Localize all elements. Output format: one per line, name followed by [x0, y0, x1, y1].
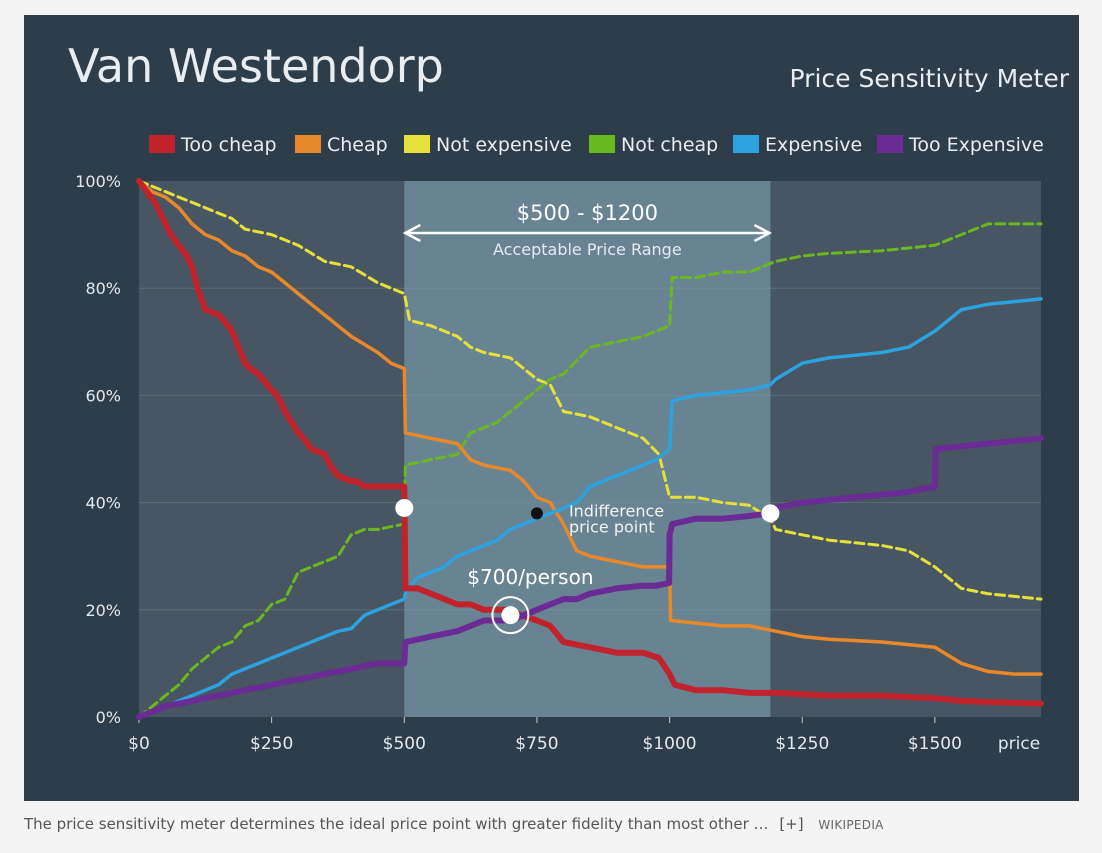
y-tick-label: 60% [85, 386, 121, 405]
range-arrow-right-head [753, 223, 773, 243]
marginal-cheapness-marker [395, 498, 414, 517]
chart-title: Van Westendorp [68, 39, 444, 93]
x-tick-label: $1250 [775, 734, 829, 754]
chart-subtitle: Price Sensitivity Meter [790, 64, 1070, 93]
series-line-expensive [137, 297, 1043, 719]
chart-figure: Van Westendorp Price Sensitivity Meter T… [24, 15, 1079, 801]
caption-source: WIKIPEDIA [818, 818, 884, 832]
marginal-expensiveness-marker [761, 504, 780, 523]
caption-row: The price sensitivity meter determines t… [24, 815, 1084, 833]
chart-svg: Van Westendorp Price Sensitivity Meter T… [68, 39, 1070, 754]
y-tick-label: 40% [85, 494, 121, 513]
series-line-cheap [137, 179, 1043, 676]
legend-swatch [589, 135, 615, 153]
y-tick-label: 0% [96, 708, 121, 727]
legend-swatch [733, 135, 759, 153]
series-line-not-expensive [137, 179, 1043, 601]
legend-swatch [149, 135, 175, 153]
x-tick-label: $0 [128, 734, 150, 754]
x-tick-label: $1500 [908, 734, 962, 754]
legend-label: Not expensive [436, 134, 572, 156]
chart-legend: Too cheap Cheap Not expensive Not cheap Expe… [149, 134, 1044, 156]
range-arrow-left-head [402, 223, 421, 243]
legend-label: Not cheap [621, 134, 718, 156]
y-tick-label: 20% [85, 601, 121, 620]
legend-label: Too Expensive [908, 134, 1044, 156]
x-tick-label: $250 [250, 734, 293, 754]
caption-expand-link[interactable]: [+] [779, 815, 804, 833]
legend-swatch [404, 135, 430, 153]
legend-label: Too cheap [180, 134, 277, 156]
series-line-not-cheap [137, 222, 1043, 719]
acceptable-range-band [404, 181, 771, 717]
y-tick-label: 80% [85, 279, 121, 298]
legend-swatch [295, 135, 321, 153]
indifference-label: price point [569, 517, 655, 536]
optimal-price-ring [491, 596, 530, 635]
x-tick-label: $750 [515, 734, 558, 754]
x-tick-label: $500 [383, 734, 426, 754]
optimal-price-marker [501, 606, 520, 625]
range-label: $500 - $1200 [517, 201, 658, 225]
caption-text: The price sensitivity meter determines t… [24, 815, 769, 833]
legend-swatch [877, 135, 903, 153]
indifference-label: Indifference [569, 501, 664, 520]
optimal-price-label: $700/person [467, 565, 593, 589]
x-axis-label: price [998, 734, 1040, 754]
x-tick-label: $1000 [643, 734, 697, 754]
legend-label: Expensive [765, 134, 862, 156]
series-line-too-cheap [136, 178, 1044, 707]
range-sublabel: Acceptable Price Range [493, 240, 682, 259]
series-line-too-expensive [136, 435, 1044, 720]
plot-area: 0% 20% 40% 60% 80% 100% $0 $250 $500 $750 $1000 $12… [75, 172, 1044, 754]
y-tick-label: 100% [75, 172, 121, 191]
indifference-point-marker [530, 507, 543, 520]
legend-label: Cheap [327, 134, 388, 156]
